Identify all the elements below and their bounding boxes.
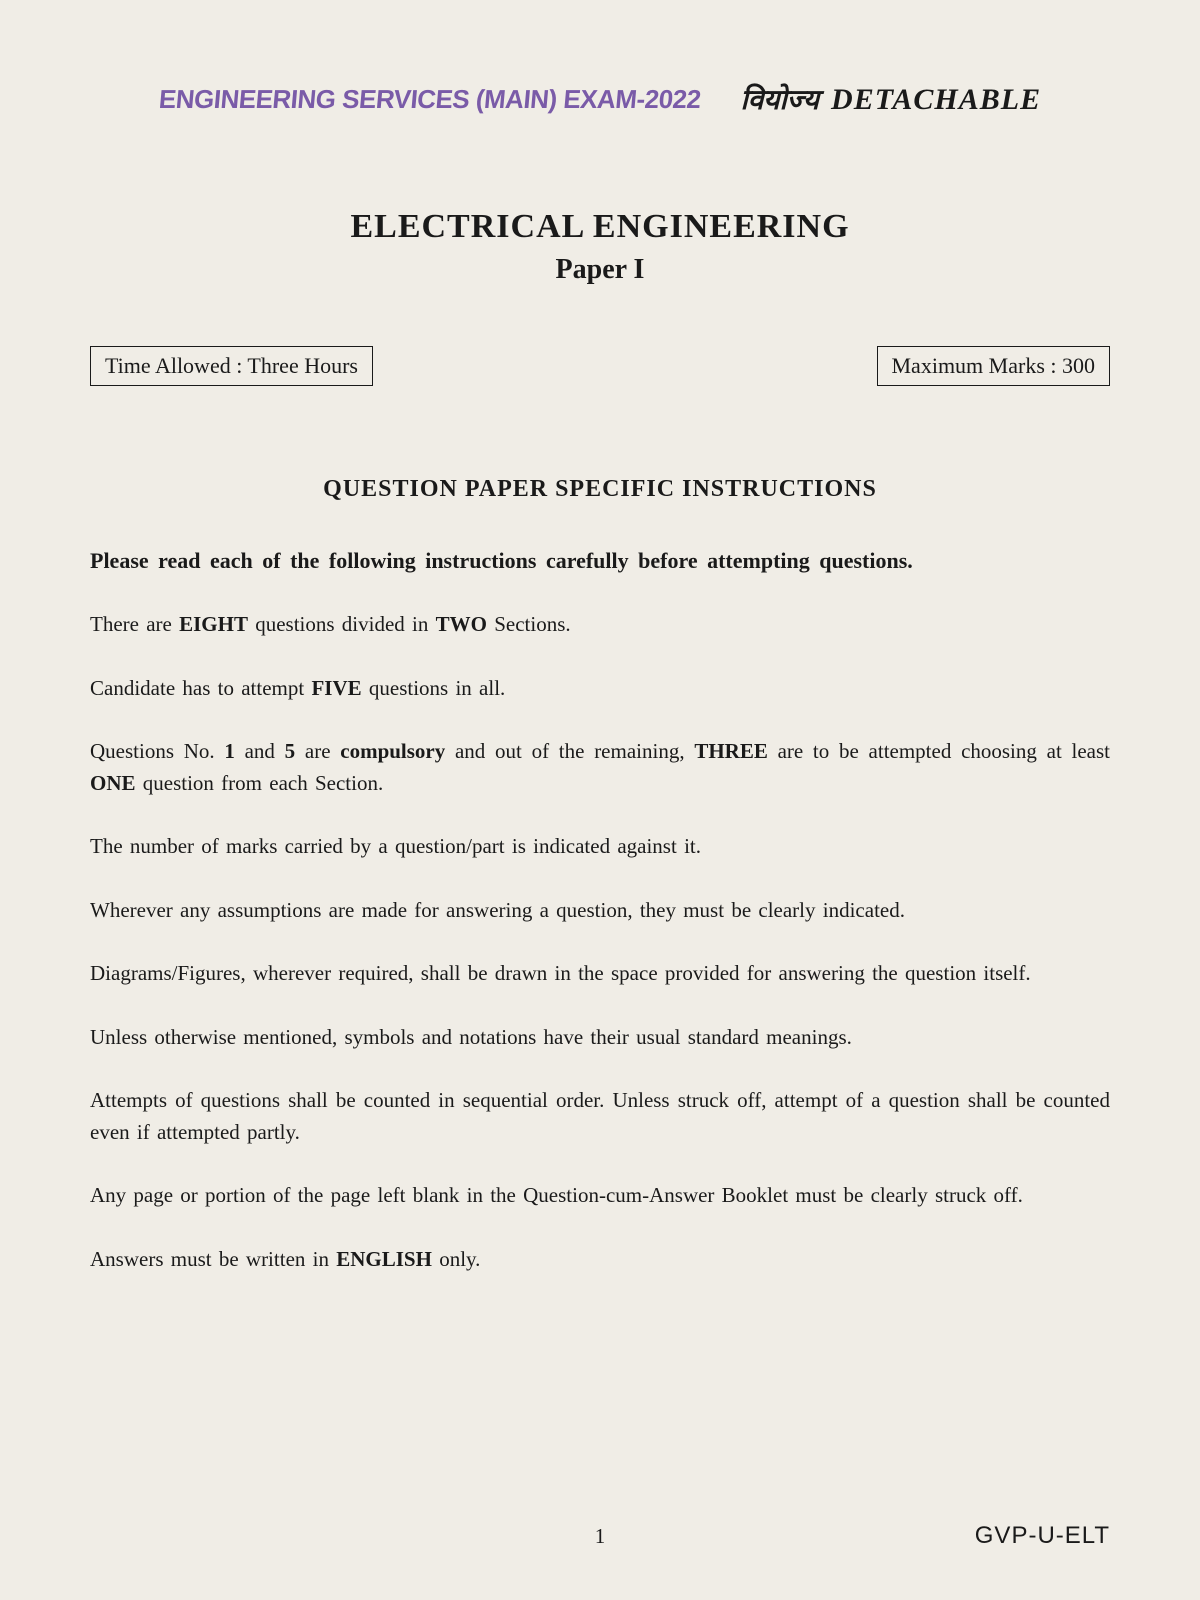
paper-code: GVP-U-ELT <box>975 1522 1110 1550</box>
bold-text: ONE <box>90 771 136 795</box>
text: questions in all. <box>362 676 506 700</box>
text: and <box>235 739 285 763</box>
instruction-line: Attempts of questions shall be counted i… <box>90 1085 1110 1148</box>
bold-text: FIVE <box>311 676 361 700</box>
english-detachable: DETACHABLE <box>831 83 1041 117</box>
bold-text: 1 <box>224 739 235 763</box>
info-row: Time Allowed : Three Hours Maximum Marks… <box>90 346 1110 386</box>
bold-text: EIGHT <box>179 612 248 636</box>
hindi-detachable: वियोज्य <box>740 80 819 118</box>
instruction-line: Diagrams/Figures, wherever required, sha… <box>90 958 1110 990</box>
instructions-lead: Please read each of the following instru… <box>90 548 1110 574</box>
footer-row: 1 GVP-U-ELT <box>90 1522 1110 1550</box>
text: only. <box>432 1247 480 1271</box>
text: questions divided in <box>248 612 436 636</box>
text: Questions No. <box>90 739 224 763</box>
bold-text: 5 <box>285 739 296 763</box>
instruction-line: Any page or portion of the page left bla… <box>90 1180 1110 1212</box>
subject-title: ELECTRICAL ENGINEERING <box>90 208 1110 246</box>
text: Sections. <box>487 612 571 636</box>
detachable-label: वियोज्य DETACHABLE <box>740 80 1041 118</box>
max-marks-box: Maximum Marks : 300 <box>877 346 1111 386</box>
text: question from each Section. <box>136 771 384 795</box>
instruction-line: Answers must be written in ENGLISH only. <box>90 1244 1110 1276</box>
bold-text: THREE <box>694 739 768 763</box>
text: There are <box>90 612 179 636</box>
exam-stamp: ENGINEERING SERVICES (MAIN) EXAM-2022 <box>158 84 702 115</box>
bold-text: TWO <box>436 612 487 636</box>
bold-text: compulsory <box>340 739 445 763</box>
text: and out of the remaining, <box>445 739 694 763</box>
time-allowed-box: Time Allowed : Three Hours <box>90 346 373 386</box>
bold-text: ENGLISH <box>336 1247 432 1271</box>
instruction-line: The number of marks carried by a questio… <box>90 831 1110 863</box>
instruction-line: Wherever any assumptions are made for an… <box>90 895 1110 927</box>
instruction-line: There are EIGHT questions divided in TWO… <box>90 609 1110 641</box>
text: are to be attempted choosing at least <box>768 739 1110 763</box>
instruction-line: Unless otherwise mentioned, symbols and … <box>90 1022 1110 1054</box>
title-section: ELECTRICAL ENGINEERING Paper I <box>90 208 1110 286</box>
paper-number: Paper I <box>90 254 1110 286</box>
header-row: ENGINEERING SERVICES (MAIN) EXAM-2022 वि… <box>90 80 1110 118</box>
instruction-line: Candidate has to attempt FIVE questions … <box>90 673 1110 705</box>
page-number: 1 <box>595 1524 606 1549</box>
text: are <box>295 739 340 763</box>
text: Answers must be written in <box>90 1247 336 1271</box>
instruction-line: Questions No. 1 and 5 are compulsory and… <box>90 736 1110 799</box>
text: Candidate has to attempt <box>90 676 311 700</box>
instructions-heading: QUESTION PAPER SPECIFIC INSTRUCTIONS <box>90 476 1110 503</box>
